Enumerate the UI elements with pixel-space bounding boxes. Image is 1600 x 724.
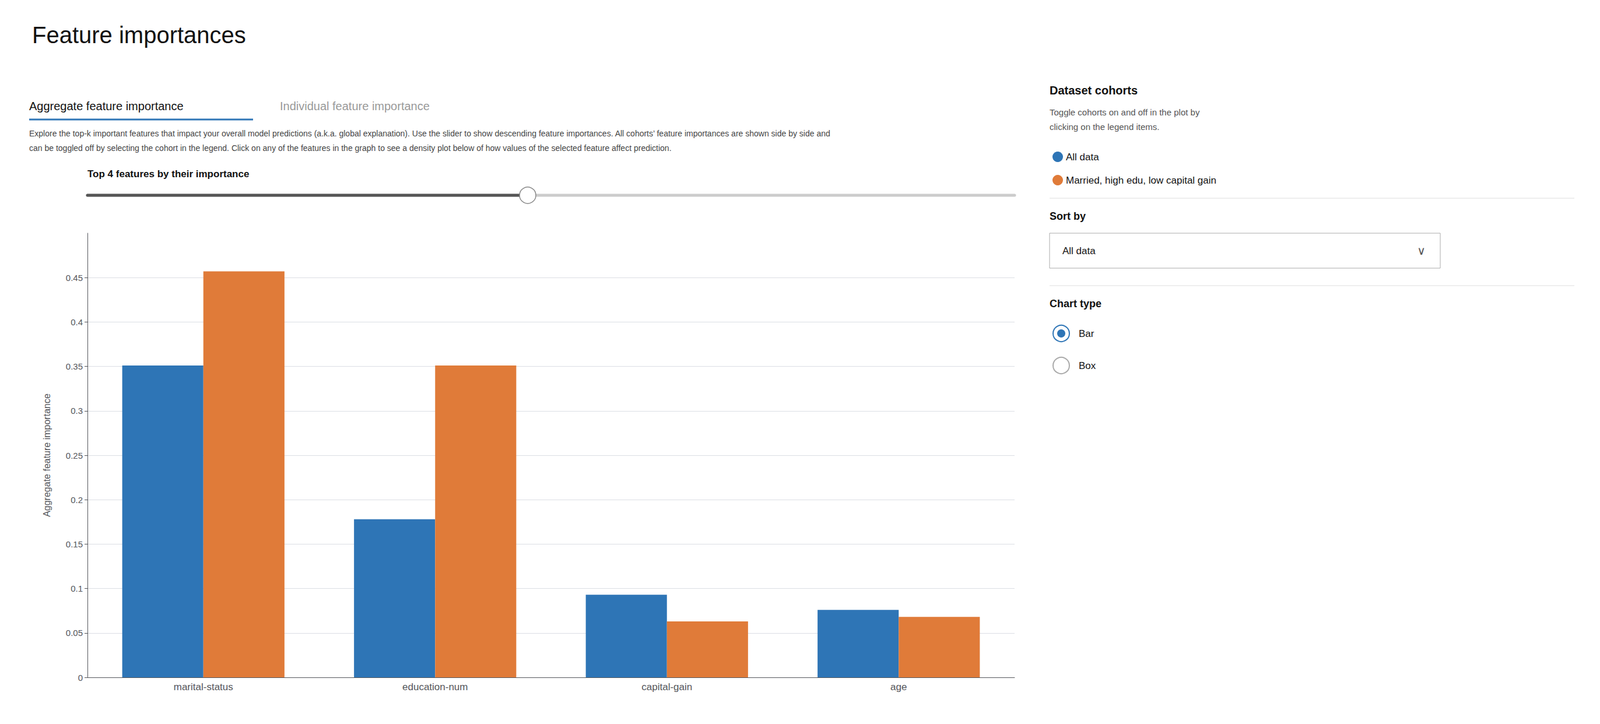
svg-text:education-num: education-num bbox=[402, 681, 468, 693]
svg-text:0.45: 0.45 bbox=[65, 272, 83, 283]
svg-text:0: 0 bbox=[78, 672, 83, 683]
svg-text:Individual feature importance: Individual feature importance bbox=[279, 99, 430, 113]
svg-text:0.25: 0.25 bbox=[65, 450, 83, 461]
svg-text:capital-gain: capital-gain bbox=[641, 681, 693, 693]
svg-text:0.2: 0.2 bbox=[70, 495, 83, 505]
svg-text:0.05: 0.05 bbox=[65, 627, 83, 638]
svg-text:Box: Box bbox=[1078, 360, 1097, 372]
svg-text:∨: ∨ bbox=[1416, 244, 1426, 258]
svg-text:All data: All data bbox=[1065, 151, 1100, 163]
svg-text:Sort by: Sort by bbox=[1049, 210, 1086, 223]
svg-text:marital-status: marital-status bbox=[173, 681, 234, 693]
svg-text:0.1: 0.1 bbox=[70, 583, 83, 594]
svg-text:can be toggled off by selectin: can be toggled off by selecting the coho… bbox=[29, 143, 672, 153]
svg-text:Aggregate feature importance: Aggregate feature importance bbox=[29, 99, 184, 113]
svg-text:Chart type: Chart type bbox=[1049, 297, 1102, 310]
svg-text:0.15: 0.15 bbox=[65, 539, 83, 550]
svg-text:age: age bbox=[890, 681, 907, 693]
svg-text:clicking on the legend items.: clicking on the legend items. bbox=[1049, 121, 1160, 132]
svg-text:Top 4 features by their import: Top 4 features by their importance bbox=[87, 168, 249, 180]
svg-text:0.35: 0.35 bbox=[65, 361, 83, 372]
svg-text:Toggle cohorts on and off in t: Toggle cohorts on and off in the plot by bbox=[1049, 107, 1200, 118]
svg-text:Aggregate feature importance: Aggregate feature importance bbox=[41, 393, 52, 518]
svg-text:All data: All data bbox=[1062, 245, 1096, 257]
svg-text:0.4: 0.4 bbox=[70, 317, 83, 328]
svg-text:Feature importances: Feature importances bbox=[32, 22, 247, 48]
svg-text:0.3: 0.3 bbox=[70, 405, 83, 416]
svg-text:Bar: Bar bbox=[1078, 328, 1095, 340]
svg-text:Explore the top-k important fe: Explore the top-k important features tha… bbox=[29, 128, 831, 139]
svg-text:Dataset cohorts: Dataset cohorts bbox=[1049, 83, 1138, 97]
svg-text:Married, high edu, low capital: Married, high edu, low capital gain bbox=[1065, 174, 1217, 187]
